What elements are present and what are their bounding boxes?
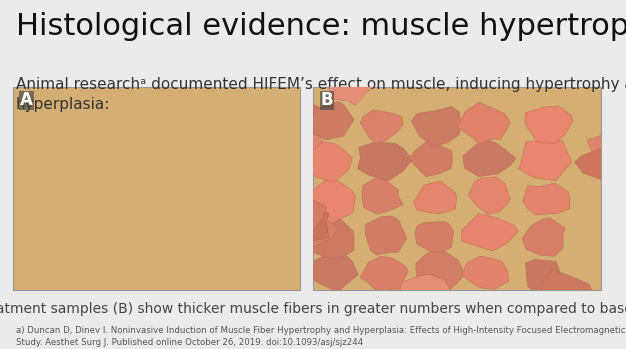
Polygon shape <box>361 110 403 143</box>
Polygon shape <box>411 106 461 147</box>
Polygon shape <box>231 261 270 294</box>
Polygon shape <box>239 166 271 195</box>
Polygon shape <box>183 164 227 201</box>
Polygon shape <box>107 196 133 233</box>
Polygon shape <box>292 128 325 161</box>
Polygon shape <box>96 107 137 131</box>
Polygon shape <box>190 140 228 167</box>
Polygon shape <box>11 132 49 159</box>
Polygon shape <box>463 139 516 177</box>
Polygon shape <box>286 196 327 229</box>
Polygon shape <box>0 205 21 236</box>
Polygon shape <box>284 205 329 245</box>
Polygon shape <box>416 249 465 293</box>
Polygon shape <box>12 103 46 132</box>
Polygon shape <box>462 256 509 289</box>
Polygon shape <box>300 142 352 182</box>
Polygon shape <box>360 257 408 293</box>
Polygon shape <box>194 198 223 223</box>
Polygon shape <box>230 98 263 136</box>
Polygon shape <box>468 177 510 215</box>
Polygon shape <box>279 213 339 248</box>
Polygon shape <box>518 137 572 181</box>
Polygon shape <box>362 177 403 214</box>
Polygon shape <box>140 167 178 195</box>
Polygon shape <box>192 109 225 133</box>
Polygon shape <box>525 106 572 143</box>
Text: B: B <box>321 91 333 110</box>
Polygon shape <box>308 102 354 140</box>
Text: Animal researchᵃ documented HIFEM’s effect on muscle, inducing hypertrophy and
h: Animal researchᵃ documented HIFEM’s effe… <box>16 77 626 112</box>
Polygon shape <box>13 232 46 262</box>
Text: a) Duncan D, Dinev I. Noninvasive Induction of Muscle Fiber Hypertrophy and Hype: a) Duncan D, Dinev I. Noninvasive Induct… <box>16 326 626 347</box>
Polygon shape <box>146 108 181 132</box>
Polygon shape <box>523 183 570 215</box>
Polygon shape <box>136 259 179 289</box>
Polygon shape <box>97 140 135 164</box>
Polygon shape <box>0 142 23 175</box>
Polygon shape <box>535 270 595 313</box>
Polygon shape <box>415 222 454 252</box>
Polygon shape <box>328 66 377 105</box>
Polygon shape <box>311 177 356 225</box>
Polygon shape <box>191 261 223 295</box>
Polygon shape <box>138 138 180 166</box>
Polygon shape <box>284 103 323 125</box>
Polygon shape <box>357 142 413 181</box>
Polygon shape <box>587 135 625 161</box>
Polygon shape <box>3 254 46 286</box>
Polygon shape <box>290 189 331 220</box>
Polygon shape <box>414 181 456 214</box>
Polygon shape <box>227 195 268 224</box>
Polygon shape <box>309 217 354 259</box>
Polygon shape <box>398 274 451 310</box>
Polygon shape <box>91 258 135 288</box>
Polygon shape <box>0 142 31 176</box>
Polygon shape <box>409 141 453 177</box>
Polygon shape <box>51 261 86 295</box>
Polygon shape <box>7 202 48 230</box>
Polygon shape <box>238 231 270 261</box>
Polygon shape <box>575 148 626 180</box>
Polygon shape <box>365 216 407 255</box>
Polygon shape <box>50 136 90 161</box>
Polygon shape <box>51 170 88 194</box>
Text: Histological evidence: muscle hypertrophy: Histological evidence: muscle hypertroph… <box>16 12 626 41</box>
Bar <box>13 87 300 290</box>
Polygon shape <box>48 203 91 231</box>
Polygon shape <box>457 102 510 144</box>
Polygon shape <box>3 167 41 197</box>
Polygon shape <box>98 225 129 263</box>
Polygon shape <box>0 87 24 115</box>
Polygon shape <box>60 229 95 258</box>
Polygon shape <box>233 134 263 161</box>
Polygon shape <box>304 254 358 292</box>
Text: A: A <box>20 91 33 110</box>
Bar <box>313 87 601 290</box>
Polygon shape <box>260 277 307 306</box>
Polygon shape <box>140 229 180 262</box>
Polygon shape <box>522 218 565 257</box>
Polygon shape <box>183 224 227 254</box>
Polygon shape <box>461 213 518 251</box>
Polygon shape <box>95 167 133 198</box>
Polygon shape <box>46 102 91 130</box>
Polygon shape <box>526 259 560 293</box>
Text: Post treatment samples (B) show thicker muscle fibers in greater numbers when co: Post treatment samples (B) show thicker … <box>0 302 626 316</box>
Polygon shape <box>143 195 178 223</box>
